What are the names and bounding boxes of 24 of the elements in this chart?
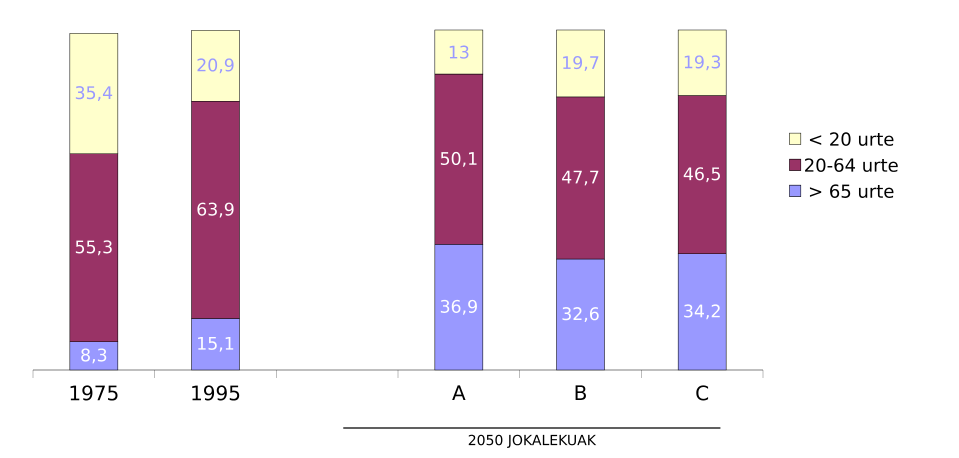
data-label: 36,9	[440, 300, 477, 315]
data-label: 20,9	[197, 58, 234, 74]
data-label: 19,3	[684, 55, 720, 70]
data-label: 47,7	[562, 170, 598, 186]
legend-label: < 20 urte	[810, 132, 894, 146]
data-label: 19,7	[563, 56, 598, 71]
legend-label: 20-64 urte	[805, 158, 898, 172]
x-tick-label: A	[452, 385, 466, 400]
text: 2050 JOKALEKUAK	[468, 434, 596, 448]
x-tick-label: 1995	[192, 385, 240, 401]
data-label: 46,5	[684, 167, 720, 182]
data-label: 34,2	[684, 304, 720, 320]
x-tick-label: 1975	[70, 385, 118, 401]
data-label: 35,4	[76, 86, 112, 102]
data-label: 32,6	[562, 307, 599, 322]
x-tick-label: C	[696, 385, 708, 401]
data-label: 55,3	[76, 240, 112, 256]
data-label: 50,1	[440, 152, 477, 167]
data-label: 15,1	[198, 337, 234, 352]
data-label: 13	[450, 46, 468, 59]
data-label: 63,9	[197, 202, 234, 218]
data-label: 8,3	[81, 348, 106, 364]
x-tick-label: B	[576, 385, 586, 400]
legend-label: > 65 urte	[810, 184, 894, 198]
